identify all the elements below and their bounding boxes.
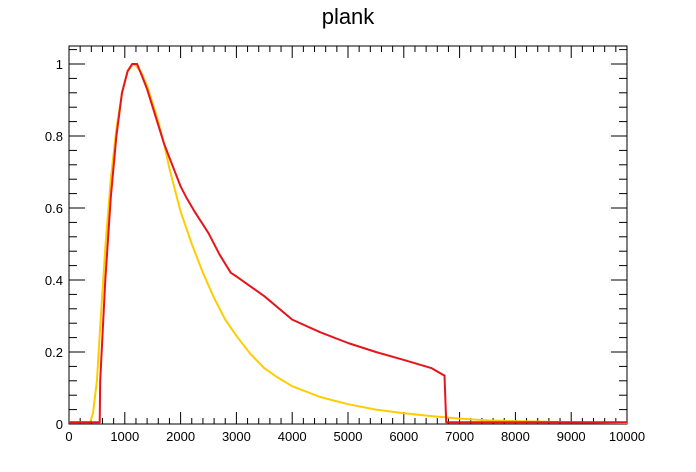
y-axis: 0 0.2 0.4 0.6 0.8 1	[45, 49, 627, 432]
x-tick-label: 0	[65, 429, 72, 444]
x-tick-label: 3000	[222, 429, 251, 444]
x-tick-label: 8000	[501, 429, 530, 444]
x-tick-label: 9000	[557, 429, 586, 444]
x-tick-label: 7000	[445, 429, 474, 444]
x-tick-label: 1000	[110, 429, 139, 444]
x-tick-label: 2000	[166, 429, 195, 444]
y-tick-label: 0.8	[45, 129, 63, 144]
series-line-1	[69, 63, 628, 424]
chart-title: plank	[321, 4, 375, 29]
y-tick-label: 1	[56, 57, 63, 72]
x-tick-label: 10000	[609, 429, 645, 444]
x-tick-label: 6000	[389, 429, 418, 444]
series-line-2	[69, 63, 627, 424]
series-layer	[69, 63, 628, 424]
y-tick-label: 0.6	[45, 201, 63, 216]
x-tick-label: 4000	[278, 429, 307, 444]
x-axis: 0 1000 2000 3000 4000 5000 6000 7000 8000 9000 100…	[65, 46, 645, 444]
y-tick-label: 0.4	[45, 273, 63, 288]
x-tick-label: 5000	[334, 429, 363, 444]
y-tick-label: 0.2	[45, 345, 63, 360]
y-tick-label: 0	[56, 417, 63, 432]
